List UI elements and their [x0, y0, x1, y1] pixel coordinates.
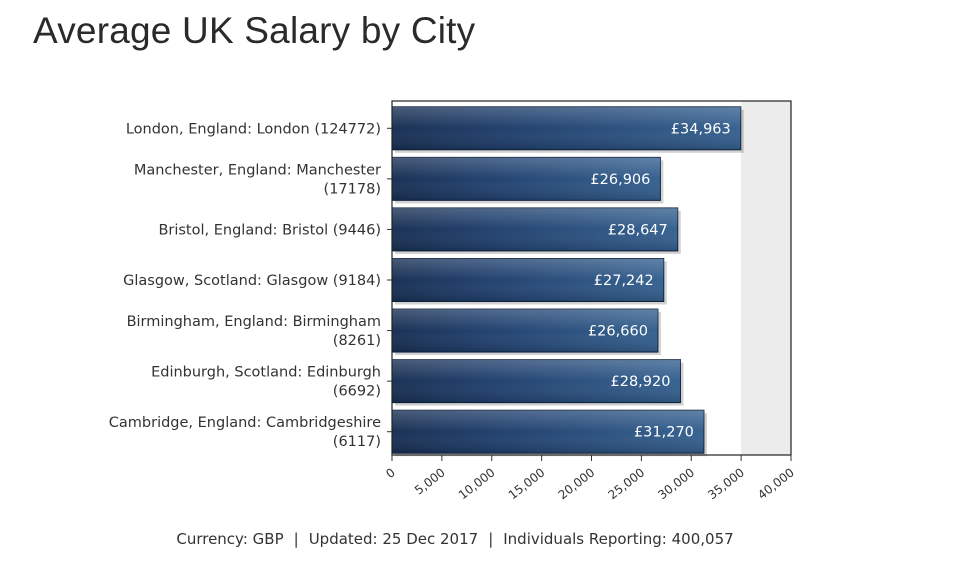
category-label: (8261) — [333, 333, 381, 349]
x-tick-label: 20,000 — [556, 465, 598, 502]
bar-value-label: £34,963 — [671, 121, 731, 137]
category-label: (6692) — [333, 384, 381, 400]
bar-highlight — [392, 157, 661, 201]
bar-highlight — [392, 207, 678, 251]
page-title: Average UK Salary by City — [33, 10, 476, 51]
category-label: Glasgow, Scotland: Glasgow (9184) — [123, 273, 381, 289]
plot-shaded-band — [741, 101, 791, 455]
bar-value-label: £28,647 — [608, 222, 668, 238]
bar-value-label: £28,920 — [611, 374, 671, 390]
x-tick-label: 0 — [383, 465, 398, 481]
bar-highlight — [392, 258, 664, 302]
category-label: Manchester, England: Manchester — [134, 162, 381, 178]
x-tick-label: 10,000 — [456, 465, 498, 502]
x-tick-label: 5,000 — [412, 465, 448, 497]
category-label: Edinburgh, Scotland: Edinburgh — [151, 365, 381, 381]
chart-footer: Currency: GBP | Updated: 25 Dec 2017 | Indiv… — [0, 530, 910, 548]
bar-value-label: £31,270 — [634, 425, 694, 441]
footer-separator: | — [293, 530, 299, 548]
bar-value-label: £27,242 — [594, 273, 654, 289]
individuals-text: Individuals Reporting: 400,057 — [503, 530, 734, 548]
category-label: Bristol, England: Bristol (9446) — [158, 222, 381, 238]
category-label: Birmingham, England: Birmingham — [127, 314, 381, 330]
bar-highlight — [392, 309, 658, 353]
x-tick-label: 40,000 — [755, 465, 797, 502]
footer-separator: | — [488, 530, 494, 548]
x-tick-label: 35,000 — [705, 465, 747, 502]
category-label: (6117) — [333, 434, 381, 450]
bar-value-label: £26,906 — [590, 172, 650, 188]
bar-highlight — [392, 106, 741, 150]
category-label: London, England: London (124772) — [126, 121, 381, 137]
category-label: Cambridge, England: Cambridgeshire — [109, 415, 381, 431]
x-tick-label: 30,000 — [655, 465, 697, 502]
updated-text: Updated: 25 Dec 2017 — [308, 530, 479, 548]
bar-value-label: £26,660 — [588, 324, 648, 340]
bar-highlight — [392, 359, 681, 403]
x-tick-label: 25,000 — [606, 465, 648, 502]
x-tick-label: 15,000 — [506, 465, 548, 502]
category-label: (17178) — [324, 181, 381, 197]
bar-highlight — [392, 410, 704, 454]
currency-text: Currency: GBP — [176, 530, 284, 548]
